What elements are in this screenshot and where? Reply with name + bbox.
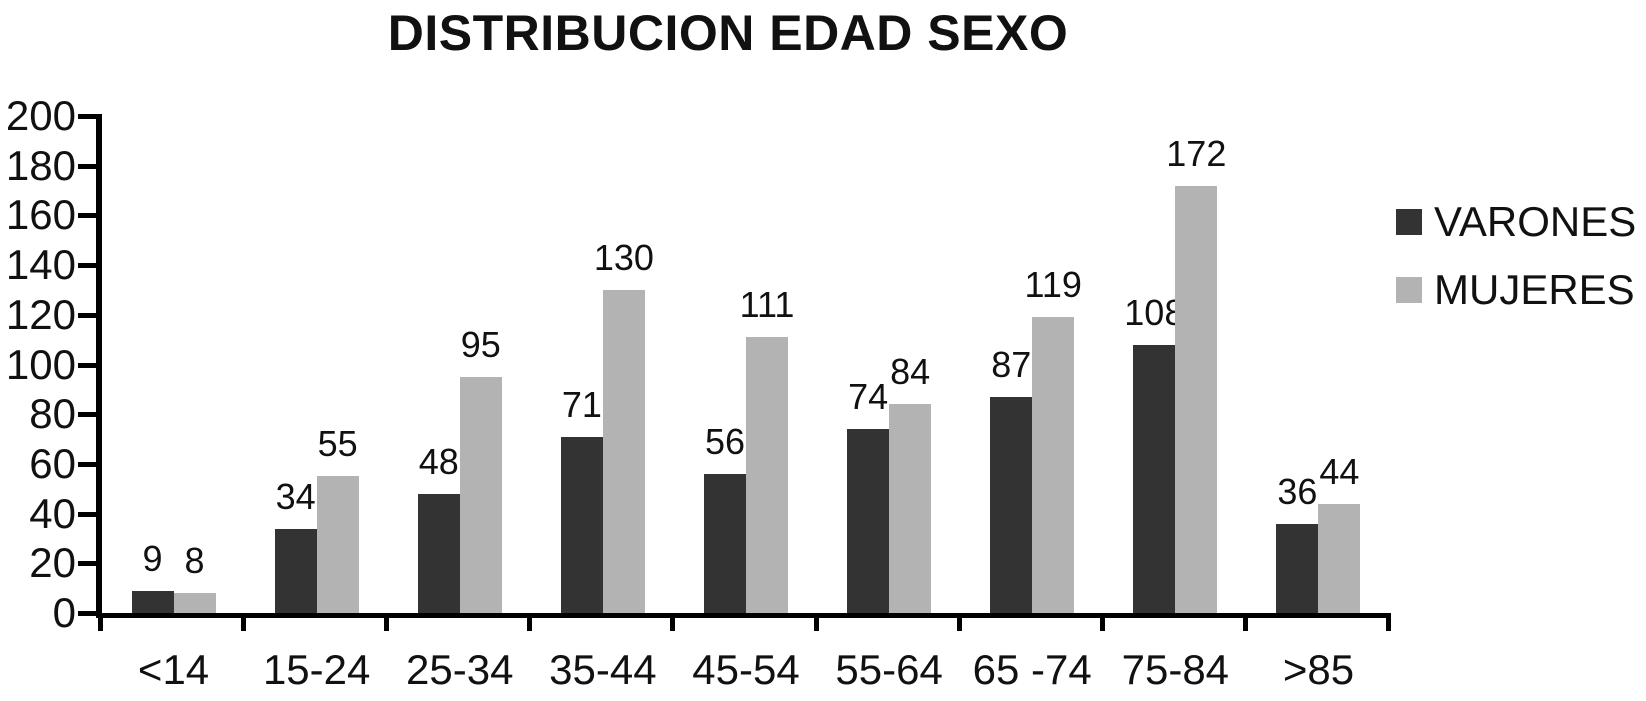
x-tick — [527, 613, 533, 631]
y-tick — [78, 362, 96, 368]
y-tick-label: 20 — [29, 539, 76, 587]
x-tick — [1099, 613, 1105, 631]
bar-mujeres — [746, 337, 788, 613]
bar-value-label: 119 — [1024, 264, 1082, 306]
x-tick — [384, 613, 390, 631]
bar-mujeres — [889, 404, 932, 613]
bar-value-label: 108 — [1124, 291, 1185, 333]
x-category-label: 45-54 — [692, 646, 800, 693]
legend-label-varones: VARONES — [1434, 198, 1637, 245]
legend-swatch-mujeres — [1396, 277, 1422, 303]
x-category-label: 65 -74 — [972, 646, 1092, 693]
bar-mujeres — [602, 289, 645, 613]
legend-label-mujeres: MUJERES — [1434, 266, 1635, 313]
legend-item-varones: VARONES — [1396, 198, 1637, 245]
legend-swatch-varones — [1396, 209, 1422, 235]
legend: VARONES MUJERES — [1396, 198, 1637, 335]
x-tick — [670, 613, 676, 631]
bar-value-label: 172 — [1166, 132, 1227, 174]
bar-value-label: 95 — [460, 323, 501, 365]
x-tick — [241, 613, 247, 631]
y-tick-label: 200 — [5, 92, 76, 139]
y-tick — [78, 461, 96, 467]
bar-value-label: 87 — [991, 343, 1032, 385]
bar-varones — [847, 429, 890, 613]
bar-mujeres — [1175, 185, 1218, 613]
bar-varones — [560, 436, 603, 613]
y-axis-line — [96, 114, 102, 618]
bar-value-label: 48 — [418, 440, 459, 482]
x-category-label: 25-34 — [406, 646, 514, 693]
x-category-label: <14 — [137, 646, 210, 693]
x-axis-line — [96, 613, 1390, 618]
bar-value-label: 44 — [1319, 450, 1360, 492]
y-tick — [78, 263, 96, 269]
bar-varones — [417, 493, 460, 613]
bar-varones — [1276, 523, 1319, 613]
bar-value-label: 36 — [1277, 470, 1318, 512]
bar-mujeres — [1318, 503, 1361, 613]
bar-varones — [131, 590, 174, 613]
y-tick-label: 60 — [29, 439, 76, 487]
bar-value-label: 71 — [561, 383, 602, 425]
x-category-label: 75-84 — [1121, 646, 1230, 693]
bar-value-label: 74 — [848, 376, 889, 418]
x-category-label: >85 — [1282, 646, 1355, 693]
y-tick-label: 0 — [52, 589, 76, 636]
x-category-label: 35-44 — [549, 646, 657, 693]
bar-mujeres — [459, 376, 502, 613]
y-tick — [78, 213, 96, 219]
x-tick — [956, 613, 962, 631]
y-tick-label: 100 — [5, 340, 76, 388]
bar-varones — [990, 396, 1033, 613]
y-tick — [78, 511, 96, 517]
y-tick-label: 140 — [5, 241, 76, 289]
x-tick — [1242, 613, 1248, 631]
bar-value-label: 34 — [275, 475, 316, 517]
y-tick — [78, 412, 96, 418]
y-tick-label: 120 — [5, 290, 76, 338]
bar-varones — [704, 473, 746, 613]
bar-mujeres — [316, 476, 359, 613]
bar-value-label: 55 — [317, 423, 358, 465]
bar-mujeres — [173, 593, 216, 613]
bar-value-label: 84 — [890, 351, 931, 393]
x-tick — [1386, 613, 1391, 631]
y-tick-label: 160 — [5, 191, 76, 239]
y-tick-label: 40 — [29, 489, 76, 537]
x-category-label: 15-24 — [262, 646, 371, 693]
y-tick — [78, 561, 96, 567]
bar-mujeres — [1032, 317, 1075, 613]
legend-item-mujeres: MUJERES — [1396, 266, 1636, 313]
y-tick — [78, 163, 96, 169]
bar-value-label: 8 — [184, 540, 205, 582]
y-tick — [78, 611, 96, 616]
y-tick — [78, 114, 96, 119]
chart-title: DISTRIBUCION EDAD SEXO — [387, 5, 1069, 61]
x-tick — [98, 613, 103, 631]
bar-varones — [1133, 344, 1176, 613]
bar-varones — [274, 528, 317, 613]
x-category-label: 55-64 — [835, 646, 943, 693]
bar-value-label: 9 — [142, 537, 163, 579]
y-tick — [78, 312, 96, 318]
bar-value-label: 56 — [704, 420, 746, 462]
y-tick-label: 180 — [5, 141, 76, 189]
x-tick — [813, 613, 819, 631]
bar-value-label: 111 — [739, 284, 795, 326]
y-tick-label: 80 — [29, 390, 76, 438]
bar-value-label: 130 — [593, 236, 654, 278]
